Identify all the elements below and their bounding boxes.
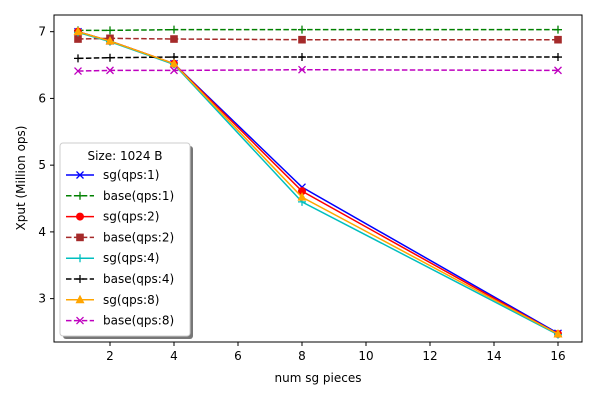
series-line-base-qps-1 [78,28,558,32]
legend-entry-sg-qps-2: sg(qps:2) [66,210,159,224]
legend-label: base(qps:4) [103,272,174,286]
legend: Size: 1024 B sg(qps:1)base(qps:1)sg(qps:… [59,142,193,339]
legend-entry-base-qps-2: base(qps:2) [66,230,174,244]
legend-entry-sg-qps-4: sg(qps:4) [66,251,159,265]
legend-box [59,142,191,337]
data-point-base-qps-4 [106,53,114,62]
data-point-base-qps-1 [298,25,306,34]
data-point-base-qps-1 [554,25,562,34]
x-tick-label: 6 [234,349,242,363]
y-tick-label: 4 [38,225,46,239]
legend-label: base(qps:2) [103,230,174,244]
data-point-base-qps-1 [170,25,178,34]
data-point-sg-qps-8 [73,26,83,36]
legend-entry-base-qps-4: base(qps:4) [66,272,174,286]
data-point-base-qps-4 [298,53,306,62]
series-base-qps-4 [74,53,562,63]
data-point-sg-qps-8 [553,328,563,338]
legend-swatch-marker [76,212,84,221]
series-layer [73,25,563,339]
data-point-base-qps-2 [554,35,562,44]
data-point-base-qps-2 [74,35,82,43]
data-point-sg-qps-2 [298,187,306,196]
data-point-base-qps-4 [74,54,82,63]
data-point-base-qps-8 [106,66,114,75]
x-tick-label: 16 [550,349,565,363]
legend-entry-base-qps-1: base(qps:1) [66,189,174,203]
data-point-base-qps-8 [554,66,562,75]
y-tick-label: 6 [38,91,46,105]
data-point-base-qps-2 [170,35,178,43]
legend-swatch-marker [75,294,85,304]
x-tick-label: 10 [358,349,373,363]
y-tick-label: 7 [38,25,46,39]
plot-frame [53,14,583,343]
data-point-base-qps-8 [170,66,178,75]
data-point-base-qps-4 [554,53,562,62]
x-axis-label: num sg pieces [275,371,362,385]
legend-title: Size: 1024 B [87,149,162,163]
legend-swatch-marker [76,275,84,283]
data-point-sg-qps-8 [169,58,179,68]
y-tick-label: 3 [38,292,46,306]
y-tick-label: 5 [38,158,46,172]
data-point-sg-qps-8 [297,192,307,201]
legend-label: base(qps:8) [103,314,174,328]
data-point-base-qps-8 [74,67,82,76]
legend-label: sg(qps:4) [103,251,159,265]
x-tick-label: 14 [486,349,501,363]
legend-label: sg(qps:2) [103,210,159,224]
series-sg-qps-8 [73,26,563,338]
legend-label: sg(qps:8) [103,293,159,307]
legend-entries: sg(qps:1) base(qps:1) sg(qps:2) base(qps:2)… [66,168,174,328]
series-base-qps-8 [74,65,562,76]
legend-swatch-marker [76,191,84,200]
legend-entry-base-qps-8: base(qps:8) [66,314,174,328]
data-point-base-qps-1 [106,26,114,35]
legend-swatch-marker [76,233,84,242]
x-tick-label: 8 [298,349,306,363]
legend-entry-sg-qps-1: sg(qps:1) [66,168,159,182]
x-tick-label: 2 [106,349,114,363]
data-point-base-qps-8 [298,65,306,74]
legend-swatch-marker [76,316,84,325]
legend-swatch-marker [76,171,84,179]
legend-label: sg(qps:1) [103,168,159,182]
y-axis-label: Xput (Million ops) [14,126,28,231]
legend-entry-sg-qps-8: sg(qps:8) [66,293,159,307]
x-tick-label: 4 [170,349,178,363]
legend-label: base(qps:1) [103,189,174,203]
x-axis-ticks: 2 4 6 8 10 12 14 16 [106,342,566,363]
y-axis-ticks: 3 4 5 6 7 [38,25,54,306]
data-point-sg-qps-8 [105,36,115,45]
x-tick-label: 12 [422,349,437,363]
data-point-base-qps-2 [298,35,306,44]
legend-swatch-marker [76,254,84,263]
